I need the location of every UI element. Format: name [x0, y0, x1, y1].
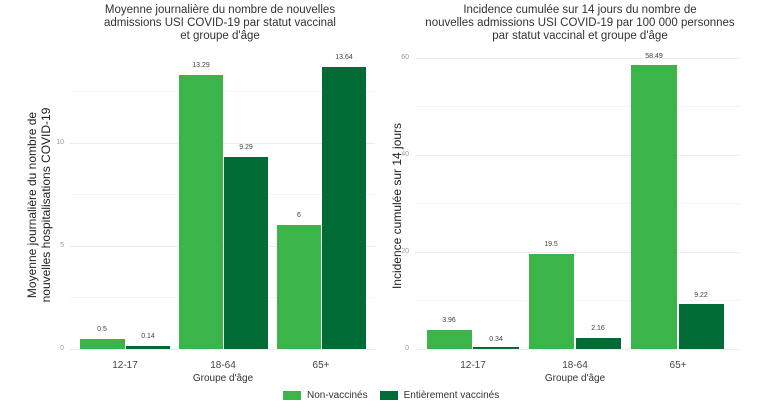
right-bar-12-17-vaccines: [473, 347, 519, 349]
right-bar-12-17-non-vaccines: [427, 330, 472, 349]
gridline: [415, 252, 740, 253]
gridline-minor: [415, 300, 740, 301]
legend-label: Non-vaccinés: [307, 390, 368, 401]
right-bar-18-64-non-vaccines: [529, 254, 574, 349]
legend-label: Entièrement vaccinés: [403, 390, 500, 401]
right-xtick: 18-64: [562, 360, 588, 371]
left-xtick: 65+: [312, 360, 330, 371]
right-chart-title: Incidence cumulée sur 14 jours du nombre…: [425, 4, 735, 42]
gridline-minor: [415, 106, 740, 107]
right-value-label: 3.96: [442, 317, 456, 324]
right-ytick: 60: [401, 54, 409, 61]
right-value-label: 58.49: [645, 53, 663, 60]
left-chart-ylabel: Moyenne journalière du nombre de nouvell…: [25, 107, 53, 303]
right-xtick: 65+: [669, 360, 687, 371]
gridline: [415, 155, 740, 156]
right-chart-xlabel: Groupe d'âge: [544, 373, 606, 384]
left-value-label: 13.64: [335, 54, 353, 61]
left-value-label: 6: [297, 212, 301, 219]
left-chart-xlabel: Groupe d'âge: [192, 373, 254, 384]
right-bar-65-vaccines: [679, 304, 724, 349]
legend: Non-vaccinés Entièrement vaccinés: [283, 390, 511, 401]
legend-swatch-vaccines: [379, 391, 398, 400]
left-bar-18-64-vaccines: [224, 157, 268, 349]
left-value-label: 13.29: [192, 62, 210, 69]
gridline-minor: [415, 203, 740, 204]
right-chart-ylabel: Incidence cumulée sur 14 jours: [390, 122, 404, 290]
right-value-label: 0.34: [489, 336, 503, 343]
left-chart-title: Moyenne journalière du nombre de nouvell…: [103, 4, 336, 42]
gridline: [415, 58, 740, 59]
right-ytick: 40: [401, 151, 409, 158]
left-ytick: 0: [60, 345, 64, 352]
left-bar-18-64-non-vaccines: [179, 75, 223, 349]
left-value-label: 9.29: [239, 144, 253, 151]
left-xtick: 12-17: [112, 360, 138, 371]
left-xtick: 18-64: [210, 360, 236, 371]
legend-item-non-vaccines: Non-vaccinés: [283, 390, 368, 401]
gridline: [70, 349, 375, 350]
left-ytick: 10: [56, 139, 64, 146]
right-ytick: 0: [405, 345, 409, 352]
left-value-label: 0.14: [141, 333, 155, 340]
gridline: [415, 349, 740, 350]
left-bar-65-non-vaccines: [277, 225, 321, 349]
left-bar-65-vaccines: [322, 67, 366, 349]
right-bar-18-64-vaccines: [576, 338, 621, 349]
right-value-label: 19.5: [544, 241, 558, 248]
right-chart-plot: [415, 40, 740, 350]
right-value-label: 9.22: [694, 292, 708, 299]
right-xtick: 12-17: [460, 360, 486, 371]
left-bar-12-17-non-vaccines: [80, 339, 125, 349]
legend-swatch-non-vaccines: [283, 391, 301, 400]
right-ytick: 20: [401, 248, 409, 255]
left-value-label: 0.5: [97, 326, 107, 333]
right-bar-65-non-vaccines: [631, 65, 677, 349]
left-bar-12-17-vaccines: [126, 346, 170, 349]
legend-item-vaccines: Entièrement vaccinés: [379, 390, 500, 401]
right-value-label: 2.16: [591, 325, 605, 332]
left-ytick: 5: [60, 242, 64, 249]
